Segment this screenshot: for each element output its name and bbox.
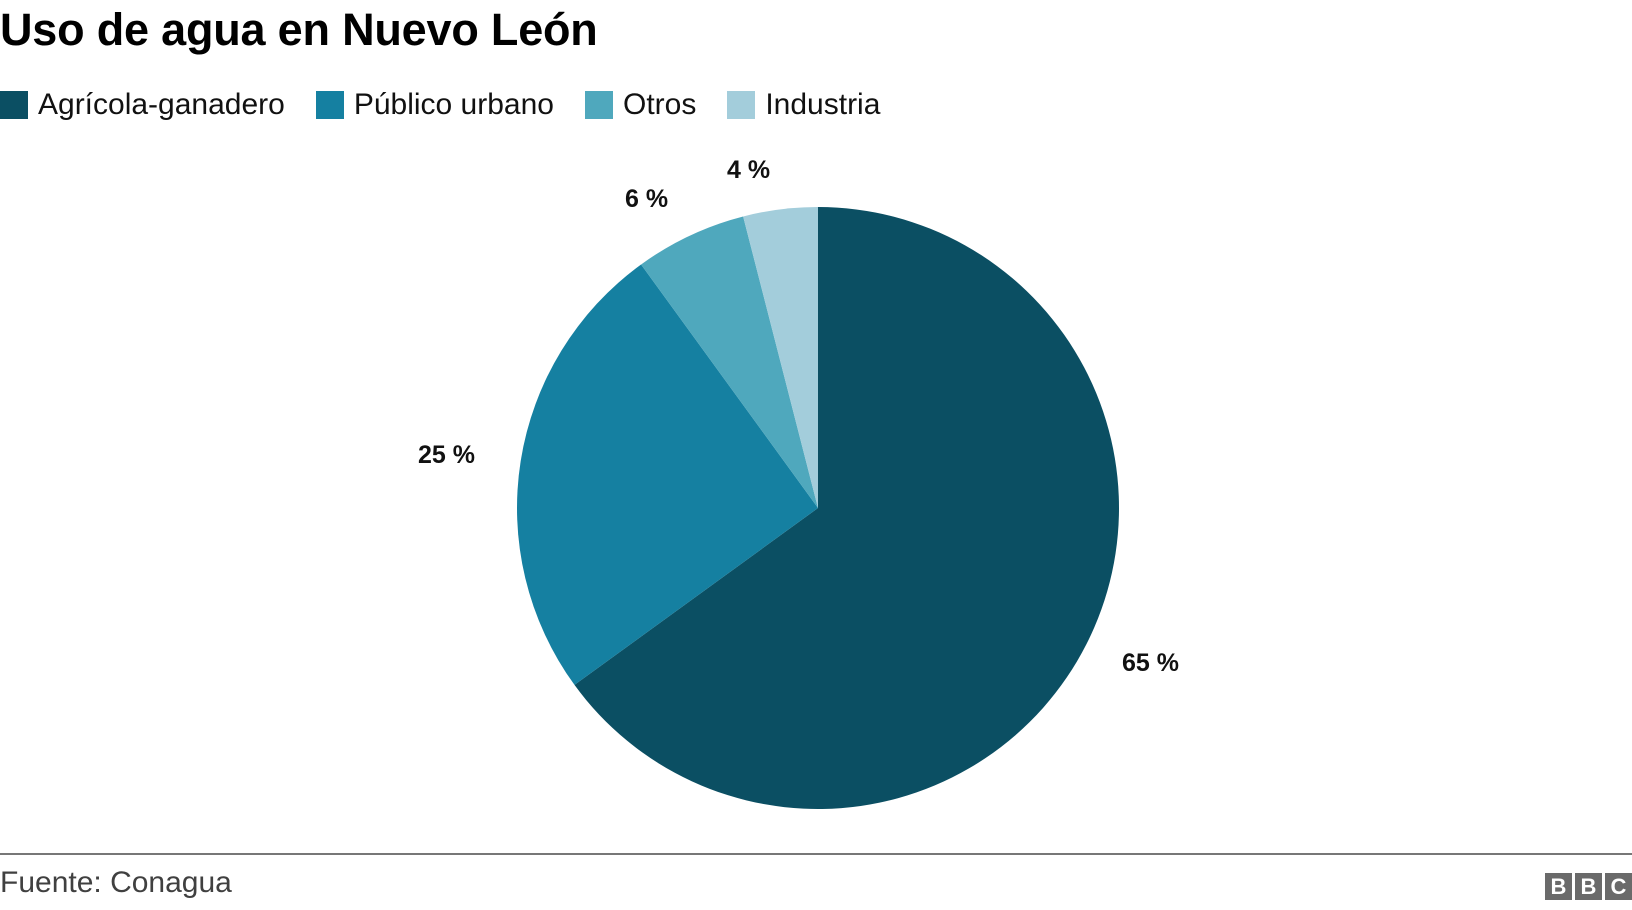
slice-label-agricola-ganadero: 65 %: [1122, 649, 1179, 677]
bbc-logo: B B C: [1545, 873, 1632, 900]
legend-swatch-otros: [584, 91, 613, 119]
legend-swatch-publico-urbano: [315, 91, 344, 119]
legend-swatch-industria: [727, 91, 756, 119]
slice-label-otros: 6 %: [625, 185, 668, 213]
legend-swatch-agricola-ganadero: [0, 91, 28, 119]
chart-legend: Agrícola-ganadero Público urbano Otros I…: [0, 87, 911, 123]
legend-label: Otros: [622, 88, 697, 121]
legend-label: Industria: [765, 88, 881, 121]
chart-title: Uso de agua en Nuevo León: [0, 4, 598, 55]
bbc-logo-letter: B: [1575, 873, 1602, 900]
pie-chart: 65 % 25 % 6 % 4 %: [418, 156, 1179, 810]
slice-label-publico-urbano: 25 %: [418, 441, 475, 469]
bbc-logo-letter: C: [1605, 873, 1632, 900]
pie-slice-industria: [743, 207, 818, 508]
legend-label: Público urbano: [353, 88, 554, 121]
pie-slices: [517, 207, 1120, 810]
bbc-logo-letter: B: [1545, 873, 1572, 900]
legend-item-agricola-ganadero: Agrícola-ganadero: [0, 87, 285, 123]
legend-item-otros: Otros: [584, 87, 697, 123]
legend-label: Agrícola-ganadero: [38, 88, 285, 121]
legend-item-publico-urbano: Público urbano: [315, 87, 554, 123]
pie-slice-agricola-ganadero: [574, 207, 1120, 810]
pie-slice-publico-urbano: [517, 264, 818, 685]
footer-divider: [0, 853, 1632, 855]
slice-label-industria: 4 %: [727, 156, 770, 184]
pie-slice-otros: [641, 216, 818, 508]
source-note: Fuente: Conagua: [0, 866, 232, 899]
legend-item-industria: Industria: [727, 87, 880, 123]
